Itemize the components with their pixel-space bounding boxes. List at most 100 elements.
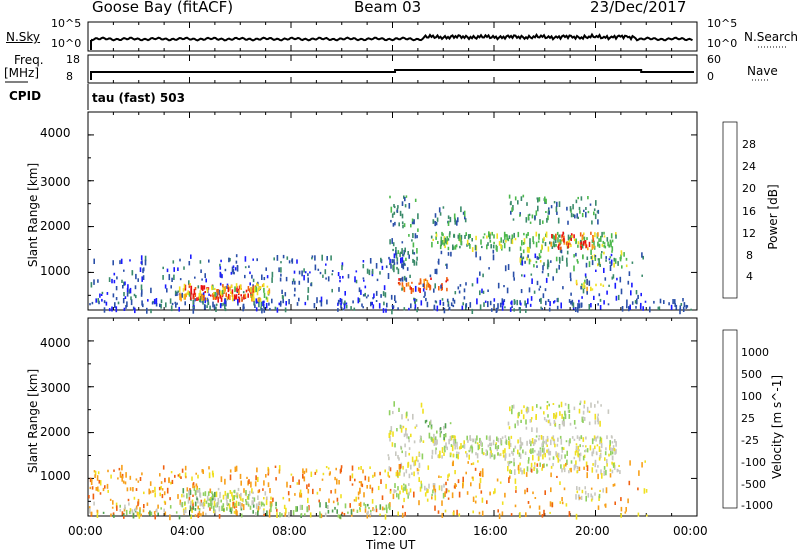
- velocity-cell: [620, 513, 622, 518]
- power-cell: [469, 302, 472, 308]
- velocity-cell: [227, 503, 229, 506]
- velocity-cell: [605, 447, 607, 451]
- velocity-cell: [475, 495, 477, 498]
- power-cell: [316, 297, 318, 304]
- velocity-cell: [491, 453, 493, 458]
- power-cell: [435, 233, 438, 237]
- velocity-cell: [420, 402, 423, 408]
- velocity-cell: [474, 467, 477, 471]
- power-cell: [599, 305, 602, 310]
- velocity-cell: [535, 435, 538, 438]
- power-cell: [410, 303, 412, 309]
- power-cell: [519, 212, 521, 216]
- power-cell: [606, 290, 608, 295]
- power-cell: [569, 272, 572, 278]
- velocity-cell: [549, 501, 552, 507]
- power-cell: [556, 231, 559, 236]
- power-cell: [268, 288, 271, 291]
- velocity-cell: [181, 502, 184, 508]
- power-cell: [417, 287, 420, 292]
- power-cell: [427, 282, 430, 288]
- power-cell: [182, 288, 185, 292]
- power-cell: [414, 233, 417, 239]
- power-cell: [600, 253, 603, 259]
- velocity-cell: [526, 487, 529, 493]
- power-cell: [353, 307, 356, 311]
- velocity-cell: [357, 491, 360, 496]
- velocity-ytick-2000: 2000: [40, 425, 71, 439]
- power-cell: [215, 306, 217, 312]
- velocity-cell: [453, 435, 455, 439]
- velocity-cell: [187, 499, 190, 504]
- power-cell: [591, 239, 594, 244]
- power-cell: [199, 296, 201, 302]
- power-cell: [553, 300, 556, 303]
- power-cell: [184, 284, 187, 291]
- power-cell: [466, 243, 468, 247]
- velocity-cell: [249, 505, 252, 510]
- power-cell: [184, 301, 186, 306]
- power-cell: [537, 240, 540, 243]
- velocity-cell: [177, 474, 180, 477]
- velocity-cell: [431, 493, 433, 496]
- velocity-cell: [305, 468, 308, 473]
- date-label: 23/Dec/2017: [590, 0, 687, 16]
- velocity-cell: [389, 488, 392, 493]
- velocity-cell: [178, 473, 181, 478]
- power-cell: [113, 272, 116, 276]
- velocity-cell: [588, 421, 591, 426]
- power-cell: [184, 293, 186, 300]
- power-cell: [553, 235, 555, 241]
- power-cell: [280, 261, 282, 264]
- velocity-patch-1: [89, 501, 391, 520]
- velocity-cell: [251, 496, 254, 500]
- velocity-cell: [554, 443, 556, 448]
- velocity-cell: [191, 499, 194, 504]
- power-cell: [256, 300, 259, 304]
- velocity-cell: [513, 448, 515, 453]
- power-cell: [443, 307, 446, 314]
- velocity-cell: [195, 472, 197, 475]
- velocity-cell: [563, 421, 565, 427]
- power-cell: [394, 300, 397, 303]
- velocity-cell: [247, 501, 249, 506]
- velocity-cell: [428, 432, 431, 439]
- power-cell: [551, 234, 553, 239]
- power-cell: [535, 241, 538, 248]
- power-cell: [429, 285, 432, 290]
- power-cell: [325, 263, 327, 266]
- velocity-cell: [266, 496, 268, 500]
- velocity-cell: [217, 500, 220, 505]
- velocity-cell: [430, 424, 433, 428]
- power-cell: [577, 307, 579, 313]
- velocity-cell: [644, 460, 646, 463]
- power-cell: [213, 292, 215, 295]
- velocity-cell: [450, 435, 453, 441]
- velocity-cell: [137, 480, 140, 483]
- power-cell: [588, 304, 591, 310]
- power-cell: [577, 244, 579, 248]
- velocity-cell: [202, 511, 204, 516]
- velocity-cell: [550, 439, 552, 446]
- power-cell: [568, 299, 571, 303]
- velocity-cell: [235, 465, 238, 472]
- power-cell: [464, 235, 466, 239]
- velocity-cell: [495, 442, 497, 445]
- velocity-cell: [474, 500, 477, 504]
- power-cell: [241, 296, 243, 302]
- power-cell: [558, 264, 560, 270]
- velocity-cell: [384, 514, 387, 520]
- velocity-cell: [480, 490, 483, 494]
- velocity-cell: [453, 440, 455, 446]
- velocity-cell: [478, 444, 481, 450]
- velocity-cell: [595, 469, 598, 473]
- power-cell: [201, 285, 204, 291]
- velocity-cell: [562, 447, 565, 450]
- velocity-cell: [483, 452, 485, 455]
- power-cell: [419, 288, 421, 293]
- velocity-cell: [543, 447, 545, 454]
- velocity-cell: [229, 507, 232, 512]
- power-cell: [391, 259, 393, 264]
- power-cell: [326, 299, 328, 305]
- velocity-cell: [579, 400, 582, 404]
